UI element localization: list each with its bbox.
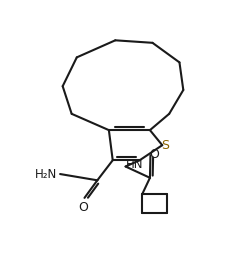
Text: O: O: [78, 201, 88, 214]
Text: S: S: [161, 139, 169, 153]
Text: HN: HN: [126, 158, 144, 171]
Text: H₂N: H₂N: [35, 168, 57, 180]
Text: O: O: [149, 148, 159, 161]
